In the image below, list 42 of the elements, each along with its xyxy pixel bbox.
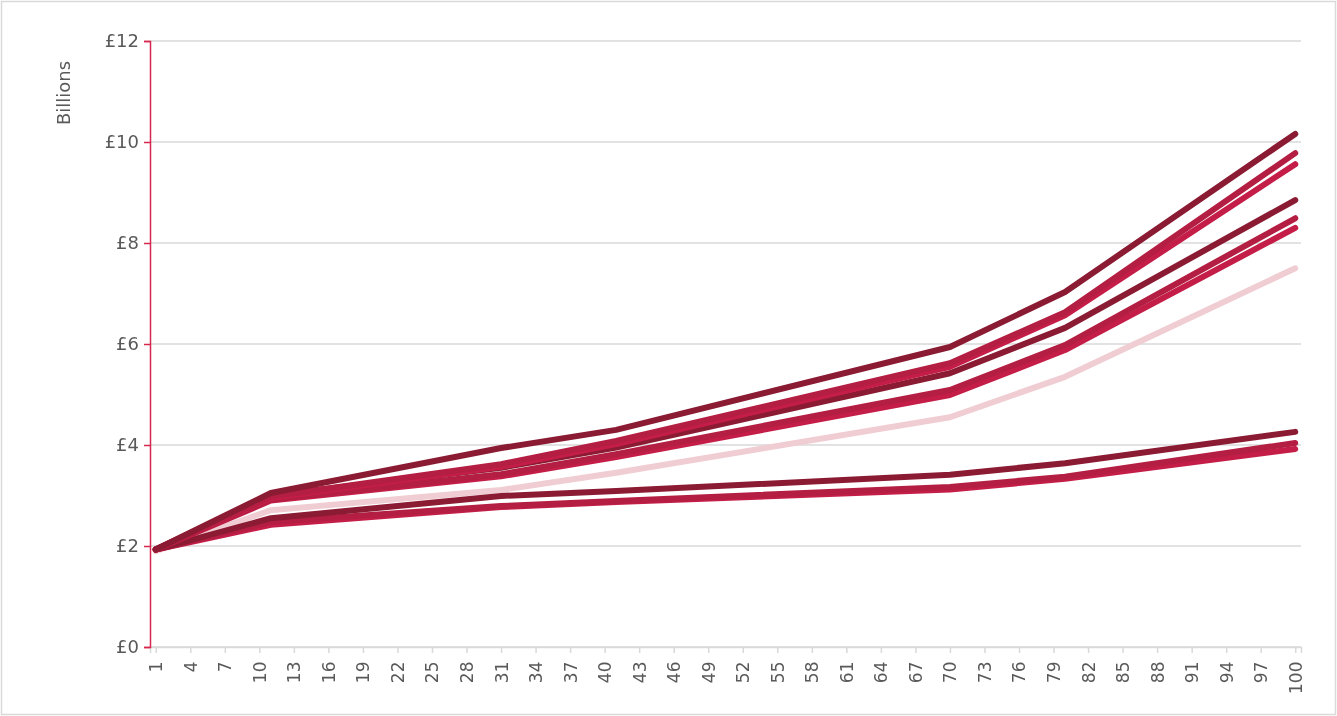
x-tick-label: 43 [629, 661, 650, 684]
x-tick-label: 61 [836, 661, 857, 684]
y-axis-title: Billions [53, 60, 74, 126]
y-tick-label: £0 [116, 636, 139, 658]
x-tick-label: 67 [905, 661, 926, 684]
x-tick-label: 58 [802, 661, 823, 684]
x-tick-label: 22 [387, 661, 408, 684]
x-tick-label: 40 [595, 661, 616, 684]
x-tick-label: 52 [733, 661, 754, 684]
x-tick-label: 13 [284, 661, 305, 684]
x-tick-label: 4 [180, 661, 201, 673]
y-tick-label: £4 [116, 434, 139, 456]
x-tick-label: 31 [491, 661, 512, 684]
x-tick-label: 49 [698, 661, 719, 684]
x-tick-label: 46 [664, 661, 685, 684]
x-tick-label: 55 [767, 661, 788, 684]
y-tick-label: £8 [116, 232, 139, 254]
y-tick-label: £12 [104, 30, 139, 52]
y-tick-label: £6 [116, 333, 139, 355]
x-tick-label: 1 [146, 661, 167, 673]
x-tick-label: 28 [456, 661, 477, 684]
x-tick-label: 94 [1216, 661, 1237, 684]
x-tick-label: 91 [1182, 661, 1203, 684]
x-tick-label: 37 [560, 661, 581, 684]
x-tick-label: 88 [1147, 661, 1168, 684]
x-tick-label: 25 [422, 661, 443, 684]
x-tick-label: 79 [1043, 661, 1064, 684]
x-tick-label: 34 [526, 661, 547, 684]
x-tick-label: 7 [215, 661, 236, 673]
x-tick-label: 85 [1113, 661, 1134, 684]
y-tick-label: £10 [104, 131, 139, 153]
x-tick-label: 82 [1078, 661, 1099, 684]
x-tick-label: 64 [871, 661, 892, 684]
x-tick-label: 97 [1251, 661, 1272, 684]
x-tick-label: 70 [940, 661, 961, 684]
x-tick-label: 10 [249, 661, 270, 684]
x-tick-label: 73 [974, 661, 995, 684]
x-tick-label: 19 [353, 661, 374, 684]
x-tick-label: 76 [1009, 661, 1030, 684]
x-tick-label: 100 [1285, 661, 1306, 694]
y-tick-label: £2 [116, 535, 139, 557]
x-tick-label: 16 [318, 661, 339, 684]
